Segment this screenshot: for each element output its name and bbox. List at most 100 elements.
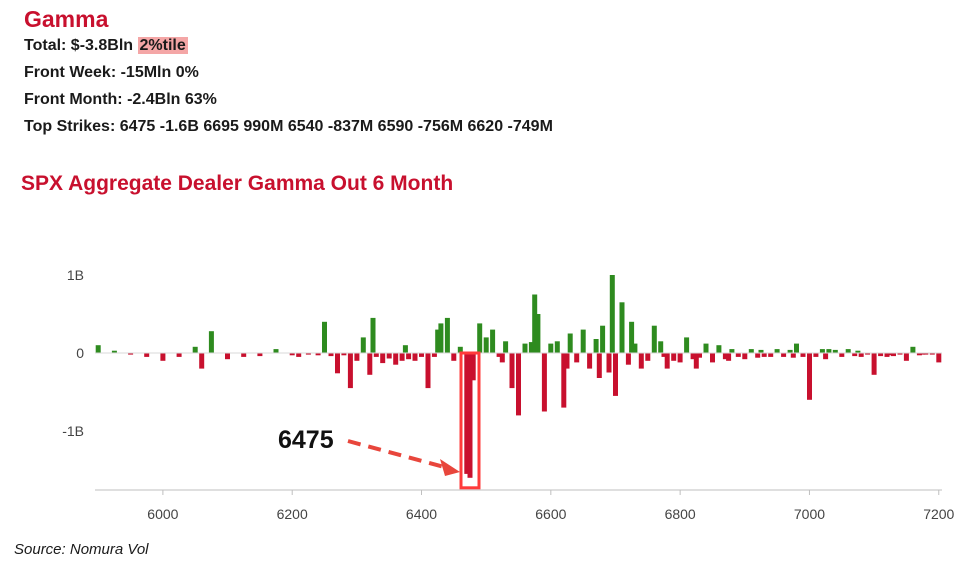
bar xyxy=(722,353,728,360)
bar xyxy=(341,353,347,356)
bar xyxy=(425,353,431,389)
annotation-label: 6475 xyxy=(278,426,334,454)
bar xyxy=(684,337,690,353)
bar xyxy=(852,353,858,357)
bar xyxy=(887,353,893,356)
bar xyxy=(613,353,618,396)
bar xyxy=(936,353,942,363)
bar xyxy=(664,353,670,369)
bar xyxy=(839,353,845,357)
bar xyxy=(878,353,884,357)
chart-axes: 6000 6200 6400 6600 6800 7000 7200 1B 0 -1B xyxy=(62,267,954,522)
x-tick-label: 6400 xyxy=(406,506,437,522)
bar xyxy=(457,346,463,353)
bar xyxy=(761,353,767,357)
bar xyxy=(328,353,334,357)
bar xyxy=(580,329,586,353)
bar xyxy=(516,353,521,416)
front-month-line: Front Month: -2.4Bln 63% xyxy=(24,91,217,108)
bar xyxy=(625,353,631,365)
bar xyxy=(528,342,534,353)
bar xyxy=(315,353,321,356)
bar xyxy=(865,353,871,355)
total-line: Total: $-3.8Bln 2%tile xyxy=(24,32,553,59)
x-tick-label: 6600 xyxy=(535,506,566,522)
bar xyxy=(176,353,182,357)
bar xyxy=(794,343,799,353)
x-tick-label: 7000 xyxy=(794,506,825,522)
bar xyxy=(548,343,554,353)
bar xyxy=(690,353,696,360)
bar xyxy=(111,350,117,353)
front-week-line: Front Week: -15Mln 0% xyxy=(24,64,199,81)
bar xyxy=(393,353,399,365)
bar xyxy=(629,321,635,353)
highlight-box xyxy=(459,351,481,490)
bar xyxy=(360,337,366,353)
bar xyxy=(367,353,373,375)
bar xyxy=(477,323,483,353)
bar xyxy=(160,353,166,361)
bar xyxy=(225,353,230,360)
bar xyxy=(697,353,702,358)
y-tick-label: 1B xyxy=(67,267,84,283)
bar xyxy=(638,353,644,369)
bar xyxy=(748,349,754,353)
bar xyxy=(438,323,444,353)
bar-series xyxy=(95,275,942,478)
bar xyxy=(790,353,796,358)
bar xyxy=(144,353,150,357)
bar xyxy=(257,353,263,357)
bar xyxy=(574,353,580,363)
bar xyxy=(609,275,615,353)
bar xyxy=(561,353,567,408)
bar xyxy=(335,353,340,374)
bar xyxy=(322,321,327,353)
top-strikes-line: Top Strikes: 6475 -1.6B 6695 990M 6540 -… xyxy=(24,118,553,135)
bar xyxy=(412,353,418,361)
annotation-arrowhead xyxy=(440,459,461,476)
bar xyxy=(916,353,922,356)
bar xyxy=(726,353,732,361)
bar xyxy=(910,346,916,353)
total-value: Total: $-3.8Bln xyxy=(24,37,134,54)
bar xyxy=(464,353,470,474)
bar xyxy=(897,353,903,355)
bar xyxy=(871,353,877,375)
bar xyxy=(774,349,780,353)
bar xyxy=(923,353,929,355)
bar xyxy=(386,353,392,359)
bar xyxy=(406,353,412,360)
bar xyxy=(929,353,935,355)
y-tick-label: 0 xyxy=(76,345,84,361)
bar xyxy=(826,349,832,353)
bar xyxy=(735,353,741,357)
gamma-summary: Gamma Total: $-3.8Bln 2%tile Front Week:… xyxy=(24,6,553,140)
bar xyxy=(444,317,450,353)
x-tick-label: 7200 xyxy=(923,506,954,522)
bar xyxy=(296,353,302,357)
bar xyxy=(373,353,379,357)
bar xyxy=(419,353,424,357)
bar xyxy=(858,353,864,357)
bar xyxy=(451,353,457,361)
bar xyxy=(596,353,602,378)
bar xyxy=(567,333,573,353)
x-tick-label: 6800 xyxy=(665,506,696,522)
bar xyxy=(884,353,890,357)
bar xyxy=(192,346,198,353)
bar xyxy=(208,331,214,353)
bar xyxy=(781,353,787,357)
bar xyxy=(710,353,715,363)
total-percentile-badge: 2%tile xyxy=(137,37,188,54)
bar xyxy=(347,353,353,389)
bar xyxy=(677,353,683,363)
bar xyxy=(819,349,825,353)
bar xyxy=(490,329,496,353)
annotation-arrow-shaft xyxy=(347,439,449,470)
bar xyxy=(564,353,570,369)
bar xyxy=(370,317,376,353)
bar xyxy=(729,349,735,353)
bar xyxy=(467,353,473,478)
